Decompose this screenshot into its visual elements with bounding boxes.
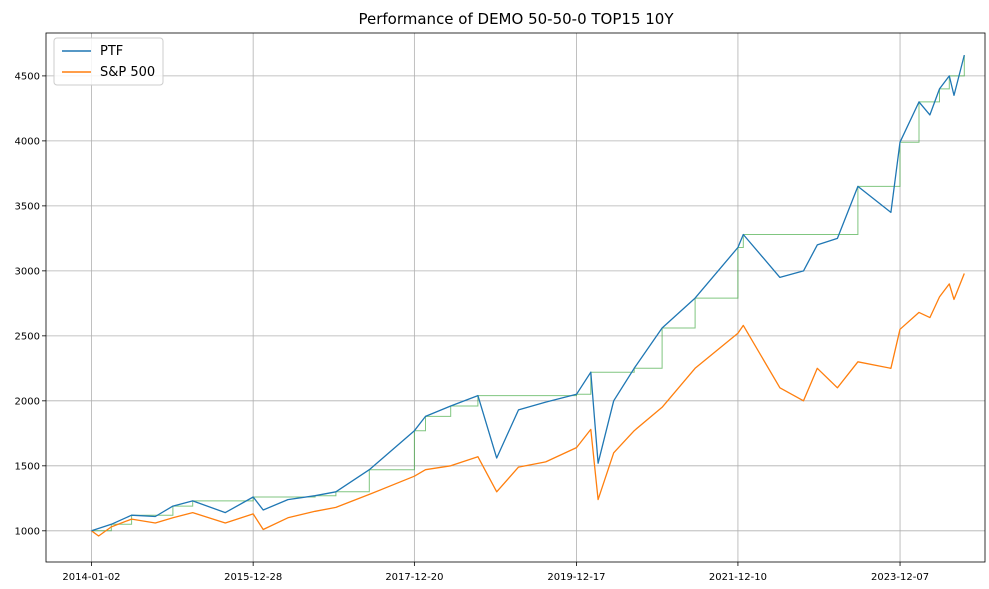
legend-label-ptf: PTF — [100, 44, 123, 59]
high-water-lines — [91, 55, 965, 532]
grid-lines — [46, 33, 985, 562]
x-tick-label: 2014-01-02 — [62, 572, 120, 583]
y-tick-label: 2000 — [15, 396, 40, 407]
y-tick-label: 3500 — [15, 201, 40, 212]
x-tick-label: 2015-12-28 — [224, 572, 282, 583]
y-tick-label: 3000 — [15, 266, 40, 277]
legend-label-sp500: S&P 500 — [100, 65, 155, 80]
y-tick-label: 4500 — [15, 71, 40, 82]
legend: PTF S&P 500 — [53, 37, 164, 86]
y-tick-label: 1000 — [15, 526, 40, 537]
x-tick-label: 2017-12-20 — [385, 572, 443, 583]
y-axis-ticks: 1000 1500 2000 2500 3000 3500 4000 4500 — [15, 71, 46, 537]
x-tick-label: 2023-12-07 — [871, 572, 929, 583]
plot-frame — [45, 32, 986, 563]
x-tick-label: 2019-12-17 — [547, 572, 605, 583]
y-tick-label: 4000 — [15, 136, 40, 147]
series-line-ptf — [91, 54, 965, 532]
x-axis-ticks: 2014-01-02 2015-12-28 2017-12-20 2019-12-17… — [62, 562, 929, 583]
y-tick-label: 1500 — [15, 461, 40, 472]
chart-title: Performance of DEMO 50-50-0 TOP15 10Y — [358, 10, 674, 28]
y-tick-label: 2500 — [15, 331, 40, 342]
high-water-line-ptf — [91, 55, 965, 532]
x-tick-label: 2021-12-10 — [709, 572, 767, 583]
series-line-sp500 — [91, 273, 965, 537]
legend-box — [53, 37, 164, 86]
series-lines — [91, 54, 965, 537]
